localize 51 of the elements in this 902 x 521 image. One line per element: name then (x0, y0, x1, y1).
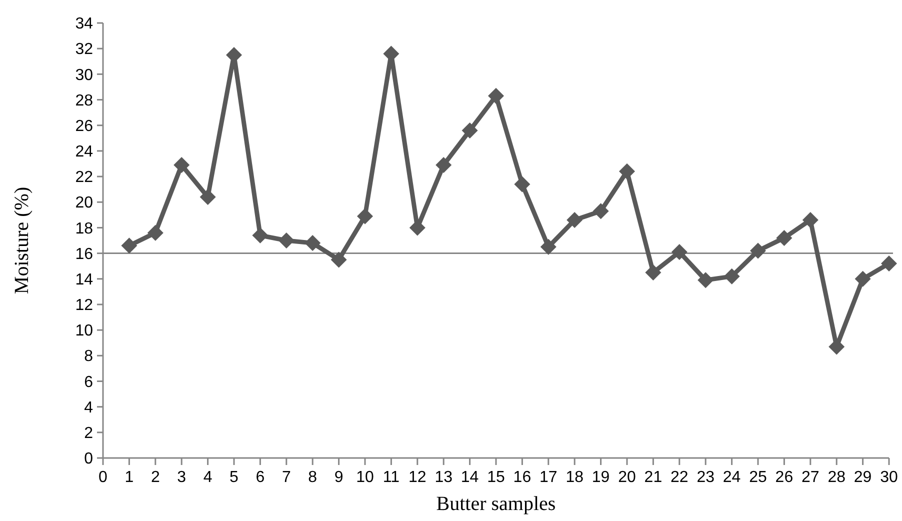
y-tick-label: 22 (75, 169, 94, 186)
x-tick-label: 12 (408, 469, 426, 486)
x-tick-label: 19 (592, 469, 610, 486)
x-tick-label: 7 (282, 469, 291, 486)
x-tick-label: 11 (382, 469, 400, 486)
x-tick-label: 27 (802, 469, 820, 486)
y-tick-label: 10 (75, 322, 94, 340)
x-tick-label: 10 (356, 469, 374, 486)
x-tick-label: 13 (434, 469, 453, 486)
x-tick-label: 28 (828, 469, 846, 486)
x-axis-title: Butter samples (436, 493, 556, 515)
x-tick-label: 24 (722, 469, 741, 486)
y-tick-label: 4 (84, 399, 94, 416)
y-tick-label: 30 (75, 66, 94, 84)
y-tick-label: 12 (75, 297, 94, 314)
y-tick-label: 18 (75, 220, 94, 238)
y-tick-label: 6 (84, 374, 94, 391)
y-tick-label: 32 (75, 41, 94, 58)
y-tick-label: 34 (75, 16, 94, 33)
y-tick-label: 8 (84, 348, 94, 366)
x-tick-label: 3 (177, 469, 186, 486)
x-tick-label: 2 (150, 469, 160, 486)
x-tick-label: 22 (670, 469, 688, 486)
x-tick-label: 21 (644, 469, 662, 486)
y-tick-label: 28 (75, 92, 94, 110)
x-tick-label: 16 (513, 469, 532, 486)
x-tick-label: 0 (98, 469, 108, 486)
y-tick-label: 26 (75, 118, 94, 135)
x-tick-label: 8 (308, 469, 318, 486)
x-tick-label: 5 (230, 469, 239, 486)
y-tick-label: 20 (75, 194, 94, 212)
x-tick-label: 6 (256, 469, 265, 486)
x-tick-label: 4 (203, 469, 212, 486)
y-tick-label: 2 (84, 425, 94, 442)
x-tick-label: 25 (749, 469, 767, 486)
x-tick-label: 30 (880, 469, 898, 486)
x-tick-label: 18 (566, 469, 584, 486)
x-tick-label: 14 (460, 469, 479, 486)
x-tick-label: 15 (487, 469, 505, 486)
y-tick-label: 16 (75, 246, 94, 263)
x-tick-label: 17 (540, 469, 558, 486)
y-tick-label: 24 (75, 144, 94, 161)
y-axis-title: Moisture (%) (11, 186, 33, 294)
y-tick-label: 14 (75, 271, 94, 288)
x-tick-label: 26 (775, 469, 794, 486)
y-tick-label: 0 (84, 450, 94, 468)
x-tick-label: 9 (334, 469, 344, 486)
x-tick-label: 20 (618, 469, 636, 486)
x-tick-label: 29 (854, 469, 872, 486)
x-tick-label: 1 (124, 469, 134, 486)
x-tick-label: 23 (696, 469, 715, 486)
